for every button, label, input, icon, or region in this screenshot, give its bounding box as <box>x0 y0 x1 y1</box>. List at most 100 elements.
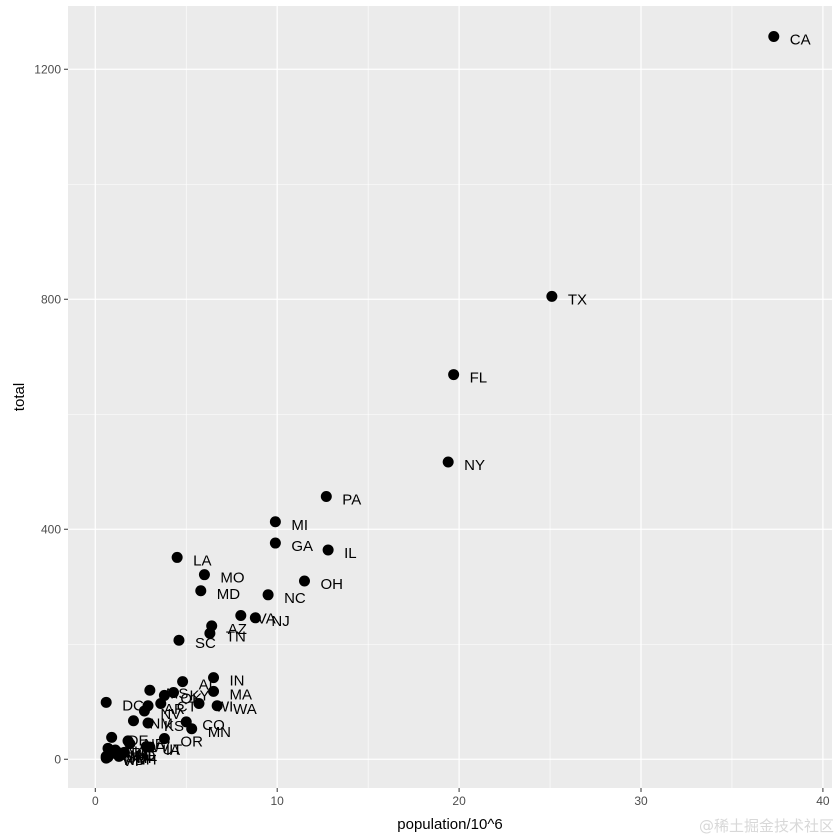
data-label-fl: FL <box>470 370 488 387</box>
plot-panel <box>68 6 832 788</box>
data-label-ok: OK <box>180 690 202 707</box>
x-tick-label: 20 <box>452 794 466 808</box>
data-point-nc <box>262 589 274 601</box>
data-point-ma <box>208 685 220 697</box>
data-label-or: OR <box>180 734 203 751</box>
watermark: @稀土掘金技术社区 <box>698 817 834 835</box>
data-point-fl <box>448 369 460 381</box>
data-label-mo: MO <box>220 570 244 587</box>
data-label-sc: SC <box>195 635 216 652</box>
data-label-vt: VT <box>122 753 141 770</box>
data-label-ri: RI <box>131 745 146 762</box>
data-label-de: DE <box>128 732 149 749</box>
data-label-nc: NC <box>284 590 306 607</box>
data-label-al: AL <box>199 677 217 694</box>
data-label-wy: WY <box>122 751 146 768</box>
data-point-ks <box>142 717 154 729</box>
data-point-ct <box>155 697 167 709</box>
data-point-de <box>106 731 118 743</box>
data-label-mt: MT <box>129 747 151 764</box>
data-label-nj: NJ <box>271 613 289 630</box>
data-label-az: AZ <box>228 621 247 638</box>
data-label-wv: WV <box>146 739 170 756</box>
x-axis-title: population/10^6 <box>397 816 502 833</box>
data-point-pa <box>320 490 332 502</box>
data-label-sd: SD <box>126 750 147 767</box>
data-point-tn <box>204 627 216 639</box>
data-label-pa: PA <box>342 491 361 508</box>
x-tick-label: 30 <box>634 794 648 808</box>
data-label-oh: OH <box>320 576 343 593</box>
data-point-wv <box>124 738 136 750</box>
data-point-il <box>322 544 334 556</box>
data-point-wi <box>193 697 205 709</box>
y-tick-label: 800 <box>41 292 61 306</box>
data-label-ct: CT <box>177 698 197 715</box>
data-point-ms <box>144 684 156 696</box>
x-tick-label: 0 <box>92 794 99 808</box>
data-label-va: VA <box>257 611 276 628</box>
data-label-ia: IA <box>166 742 180 759</box>
data-label-md: MD <box>217 586 240 603</box>
data-point-tx <box>546 290 558 302</box>
data-point-in <box>208 672 220 684</box>
data-point-nh <box>113 750 125 762</box>
data-point-wa <box>211 700 223 712</box>
data-label-tn: TN <box>226 628 246 645</box>
data-label-il: IL <box>344 545 357 562</box>
data-point-or <box>158 733 170 745</box>
y-tick-label: 400 <box>41 522 61 536</box>
data-point-la <box>171 551 183 563</box>
data-point-ny <box>442 456 454 468</box>
data-label-mi: MI <box>291 517 308 534</box>
data-label-wa: WA <box>233 701 257 718</box>
y-tick-label: 0 <box>54 752 61 766</box>
data-point-ca <box>768 30 780 42</box>
data-point-ga <box>269 537 281 549</box>
data-point-mo <box>198 569 210 581</box>
data-label-ut: UT <box>162 742 182 759</box>
data-label-id: ID <box>140 747 155 764</box>
data-label-wi: WI <box>215 698 233 715</box>
data-label-in: IN <box>230 673 245 690</box>
data-point-al <box>177 676 189 688</box>
data-label-me: ME <box>135 748 158 765</box>
data-label-co: CO <box>202 717 225 734</box>
data-point-ky <box>168 687 180 699</box>
data-label-ga: GA <box>291 538 313 555</box>
data-label-tx: TX <box>568 291 587 308</box>
data-point-nv <box>138 705 150 717</box>
data-label-dc: DC <box>122 697 144 714</box>
data-point-dc <box>100 696 112 708</box>
y-tick-label: 1200 <box>34 62 61 76</box>
data-label-ak: AK <box>124 743 144 760</box>
data-label-ks: KS <box>164 718 184 735</box>
data-point-nm <box>127 715 139 727</box>
y-axis-title: total <box>11 383 28 411</box>
data-label-nm: NM <box>149 716 172 733</box>
data-point-mi <box>269 516 281 528</box>
x-tick-label: 10 <box>271 794 285 808</box>
data-label-nh: NH <box>135 751 157 768</box>
data-label-ny: NY <box>464 457 485 474</box>
data-label-ar: AR <box>164 701 185 718</box>
data-label-ne: NE <box>144 736 165 753</box>
data-label-ms: MS <box>166 685 189 702</box>
data-label-la: LA <box>193 552 211 569</box>
data-point-md <box>195 585 207 597</box>
data-label-nv: NV <box>160 706 181 723</box>
data-point-vt <box>100 752 112 764</box>
data-point-sc <box>173 634 185 646</box>
data-point-oh <box>298 575 310 587</box>
data-point-nj <box>249 612 261 624</box>
x-tick-label: 40 <box>816 794 830 808</box>
data-label-hi: HI <box>137 750 152 767</box>
data-label-mn: MN <box>208 724 231 741</box>
data-point-va <box>235 610 247 621</box>
data-label-nd: ND <box>124 752 146 769</box>
data-point-mn <box>186 723 198 735</box>
data-point-ia <box>144 741 156 753</box>
data-label-ky: KY <box>190 688 210 705</box>
data-label-ma: MA <box>230 686 253 703</box>
